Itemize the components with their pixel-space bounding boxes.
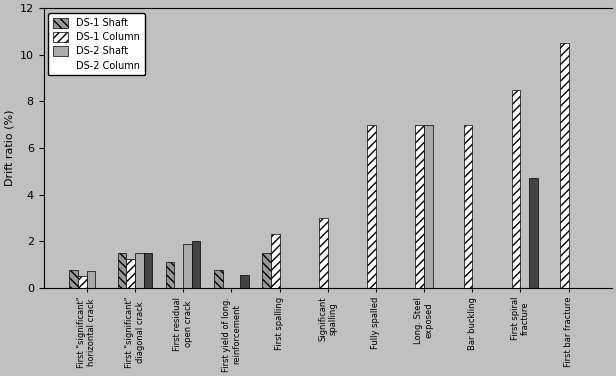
Bar	[367, 125, 376, 288]
Legend: DS-1 Shaft, DS-1 Column, DS-2 Shaft, DS-2 Column: DS-1 Shaft, DS-1 Column, DS-2 Shaft, DS-…	[49, 13, 145, 76]
Bar	[424, 125, 433, 288]
Bar	[183, 244, 192, 288]
Bar	[126, 259, 135, 288]
Bar	[271, 234, 280, 288]
Bar	[135, 253, 144, 288]
Bar	[529, 178, 538, 288]
Bar	[87, 271, 95, 288]
Bar	[144, 253, 152, 288]
Bar	[78, 276, 87, 288]
Bar	[512, 90, 521, 288]
Bar	[262, 253, 271, 288]
Bar	[319, 218, 328, 288]
Bar	[464, 125, 472, 288]
Bar	[240, 275, 249, 288]
Bar	[192, 241, 200, 288]
Bar	[70, 270, 78, 288]
Y-axis label: Drift ratio (%): Drift ratio (%)	[4, 110, 14, 186]
Bar	[415, 125, 424, 288]
Bar	[214, 270, 222, 288]
Bar	[560, 43, 569, 288]
Bar	[118, 253, 126, 288]
Bar	[166, 262, 174, 288]
